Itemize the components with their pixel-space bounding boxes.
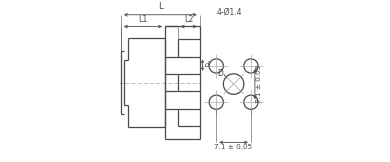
Text: 7.1 ± 0.05: 7.1 ± 0.05 xyxy=(215,144,253,150)
Text: D: D xyxy=(218,69,223,78)
Text: L: L xyxy=(158,2,163,11)
Text: 4-Ø1.4: 4-Ø1.4 xyxy=(217,7,243,16)
Text: d: d xyxy=(205,61,210,69)
Text: L2: L2 xyxy=(184,15,193,24)
Text: L1: L1 xyxy=(138,15,148,24)
Text: 7.1 ± 0.05: 7.1 ± 0.05 xyxy=(257,65,262,103)
